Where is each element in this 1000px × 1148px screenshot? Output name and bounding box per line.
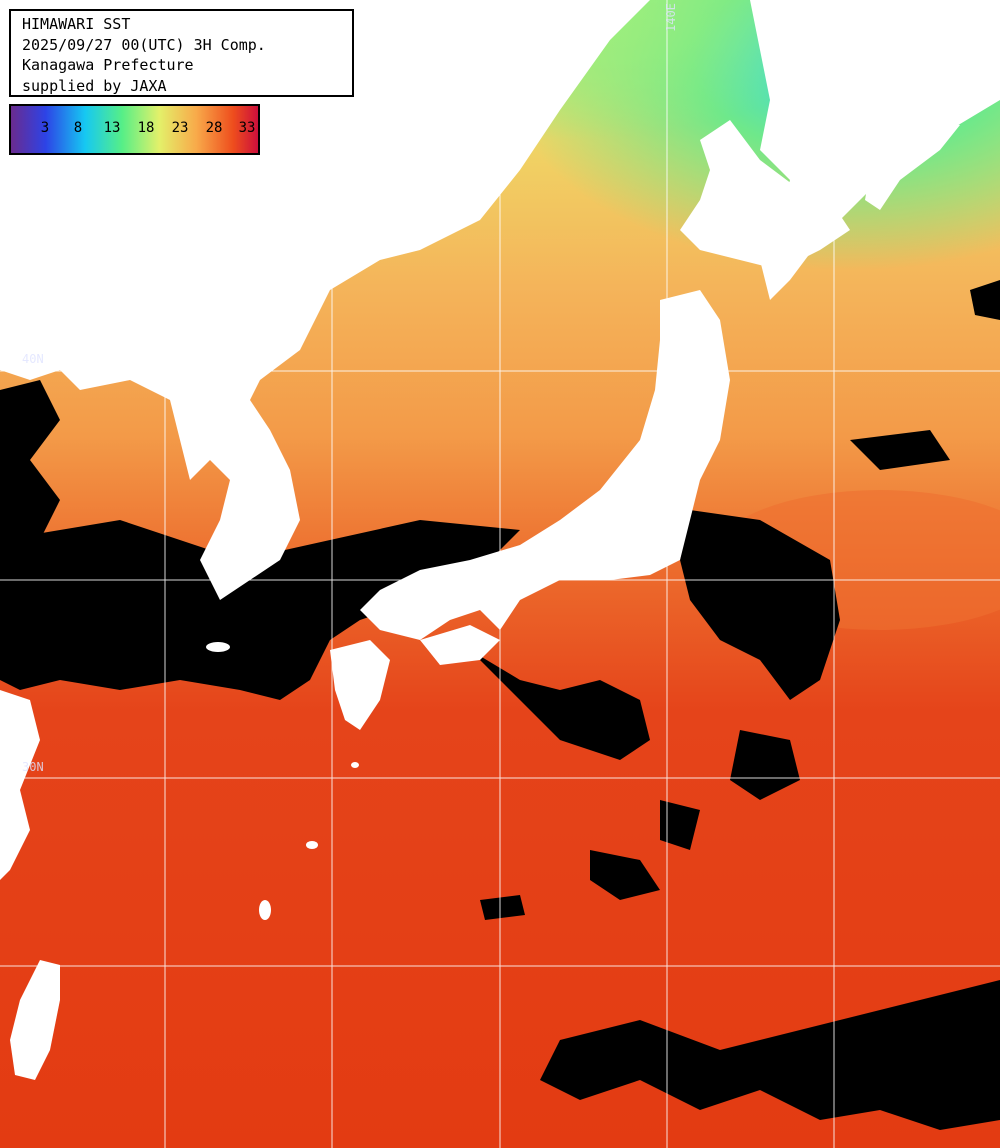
legend-colorbar [11, 106, 258, 153]
longitude-label-140e: 140E [664, 3, 678, 32]
temperature-legend: 3 8 13 18 23 28 33 [9, 104, 260, 155]
legend-label: 18 [137, 120, 155, 136]
data-credit: supplied by JAXA [22, 76, 167, 95]
region-name: Kanagawa Prefecture [22, 56, 194, 74]
info-box: HIMAWARI SST 2025/09/27 00(UTC) 3H Comp.… [9, 9, 354, 97]
legend-label: 28 [205, 120, 223, 136]
latitude-label-40n: 40N [22, 352, 44, 366]
product-title: HIMAWARI SST [22, 15, 131, 33]
legend-label: 13 [103, 120, 121, 136]
legend-label: 3 [40, 120, 50, 136]
observation-datetime: 2025/09/27 00(UTC) 3H Comp. [22, 35, 266, 54]
latitude-label-30n: 30N [22, 760, 44, 774]
legend-label: 8 [73, 120, 83, 136]
legend-label: 33 [238, 120, 256, 136]
legend-label: 23 [171, 120, 189, 136]
